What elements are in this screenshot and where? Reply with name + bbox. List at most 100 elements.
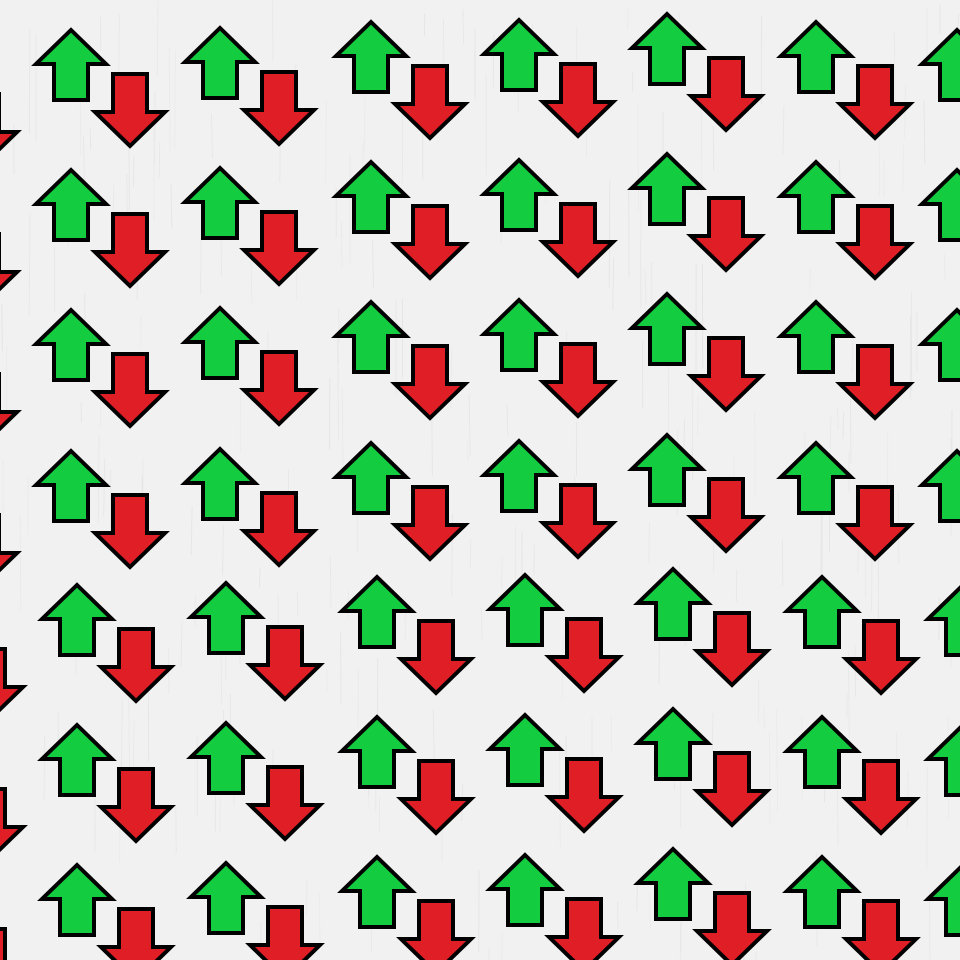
grain-line (904, 85, 906, 138)
arrow-up-icon (331, 19, 411, 94)
arrow-up-icon (479, 438, 559, 513)
grain-line (857, 545, 859, 574)
arrow-pair (782, 574, 921, 696)
arrow-pair (923, 585, 960, 657)
arrow-down-icon (390, 64, 470, 141)
arrow-up-icon (917, 448, 960, 523)
grain-line (222, 525, 224, 575)
grain-line (926, 766, 928, 871)
arrow-pair (479, 157, 618, 279)
grain-line (612, 257, 615, 310)
arrow-up-icon (782, 714, 862, 789)
arrow-pair (776, 440, 915, 562)
arrow-pair (31, 448, 170, 570)
arrow-pair (31, 27, 170, 149)
grain-line (943, 254, 946, 280)
grain-line (627, 7, 629, 30)
arrow-pair (37, 722, 176, 844)
arrow-down-icon (835, 485, 915, 562)
grain-line (712, 126, 715, 171)
arrow-down-icon (96, 907, 176, 960)
grain-line (637, 104, 639, 212)
arrow-up-icon (627, 11, 707, 86)
arrow-down-icon (239, 350, 319, 427)
arrow-down-icon (544, 617, 624, 694)
arrow-up-icon (37, 582, 117, 657)
arrow-up-icon (186, 720, 266, 795)
arrow-down-icon (90, 493, 170, 570)
arrow-up-icon (485, 712, 565, 787)
arrow-up-icon (37, 722, 117, 797)
grain-line (782, 106, 785, 154)
grain-line (28, 214, 31, 317)
arrow-down-icon (390, 344, 470, 421)
arrow-down-icon (90, 72, 170, 149)
arrow-pair (485, 572, 624, 694)
arrow-down-icon (841, 899, 921, 960)
arrow-down-icon (396, 759, 476, 836)
grain-line (363, 86, 366, 154)
arrow-down-icon (686, 196, 766, 273)
arrow-pair (331, 159, 470, 281)
grain-line (43, 736, 46, 801)
grain-line (854, 645, 857, 698)
arrow-pair (923, 865, 960, 937)
arrow-down-icon (692, 611, 772, 688)
arrow-down-icon (90, 212, 170, 289)
arrow-down-icon (835, 64, 915, 141)
grain-line (99, 15, 102, 51)
arrow-down-icon (686, 477, 766, 554)
grain-line (559, 740, 561, 848)
arrow-pair (923, 725, 960, 797)
grain-line (735, 569, 738, 602)
grain-line (28, 29, 31, 134)
arrow-pair (186, 860, 325, 960)
grain-line (372, 239, 374, 288)
arrow-up-icon (337, 854, 417, 929)
arrow-up-icon (782, 574, 862, 649)
arrow-up-icon (337, 574, 417, 649)
arrow-pair (0, 372, 22, 432)
arrow-down-icon (239, 210, 319, 287)
arrow-up-icon (776, 159, 856, 234)
arrow-pair (633, 846, 772, 960)
grain-line (340, 631, 342, 704)
grain-line (838, 160, 841, 181)
arrow-down-icon (96, 767, 176, 844)
arrow-down-icon (0, 513, 22, 573)
arrow-down-icon (390, 485, 470, 562)
arrow-pair (0, 647, 28, 713)
grain-line (644, 269, 647, 305)
arrow-pair (180, 446, 319, 568)
arrow-down-icon (396, 619, 476, 696)
grain-line (168, 48, 171, 153)
arrow-pair (782, 854, 921, 960)
arrow-down-icon (0, 232, 22, 292)
arrow-pair (627, 291, 766, 413)
arrow-pair (31, 307, 170, 429)
arrow-pair (776, 299, 915, 421)
arrow-pair (337, 574, 476, 696)
arrow-down-icon (841, 759, 921, 836)
grain-line (190, 506, 193, 555)
arrow-up-icon (479, 157, 559, 232)
arrow-down-icon (835, 204, 915, 281)
arrow-up-icon (180, 25, 260, 100)
arrow-down-icon (538, 483, 618, 560)
arrow-down-icon (239, 70, 319, 147)
grain-line (1, 303, 3, 352)
arrow-pair (331, 299, 470, 421)
arrow-up-icon (337, 714, 417, 789)
grain-line (480, 607, 483, 641)
arrow-up-icon (180, 305, 260, 380)
arrow-pair (331, 440, 470, 562)
arrow-up-icon (782, 854, 862, 929)
arrow-up-icon (37, 862, 117, 937)
arrow-pair (479, 17, 618, 139)
arrow-pair (633, 566, 772, 688)
arrow-down-icon (0, 647, 28, 713)
arrow-pair (479, 438, 618, 560)
arrow-up-icon (776, 440, 856, 515)
grain-line (776, 709, 779, 813)
arrow-up-icon (923, 725, 960, 797)
